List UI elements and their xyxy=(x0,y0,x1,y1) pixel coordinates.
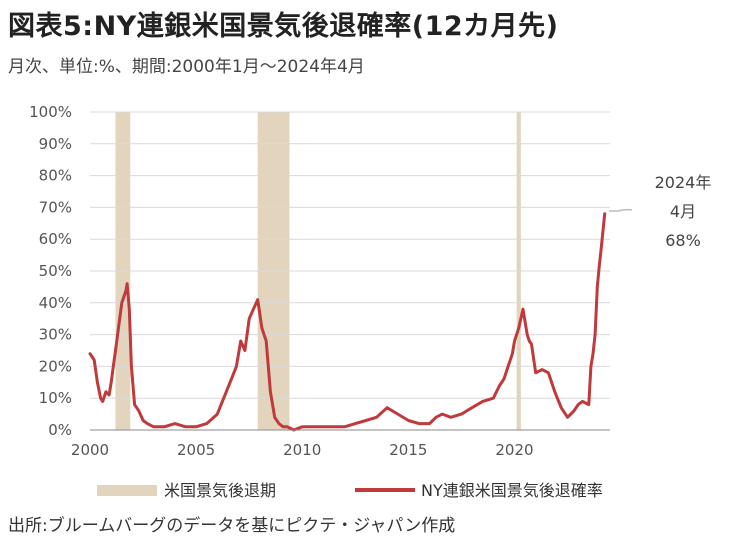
legend-line-label: NY連銀米国景気後退確率 xyxy=(421,481,603,500)
annotation-value: 68% xyxy=(665,231,701,250)
x-tick-label: 2010 xyxy=(283,441,321,459)
y-tick-label: 0% xyxy=(48,421,72,439)
chart-subtitle: 月次、単位:%、期間:2000年1月〜2024年4月 xyxy=(8,57,365,77)
y-tick-label: 50% xyxy=(39,262,72,280)
x-tick-label: 2015 xyxy=(389,441,427,459)
y-tick-label: 80% xyxy=(39,167,72,185)
y-tick-label: 20% xyxy=(39,357,72,375)
y-tick-label: 90% xyxy=(39,135,72,153)
annotation-leader xyxy=(609,208,633,212)
chart-title: 図表5:NY連銀米国景気後退確率(12カ月先) xyxy=(8,11,559,42)
source-note: 出所:ブルームバーグのデータを基にピクテ・ジャパン作成 xyxy=(8,516,456,536)
y-tick-label: 70% xyxy=(39,198,72,216)
x-tick-labels: 2000 2005 2010 2015 2020 xyxy=(71,441,534,459)
x-tick-label: 2005 xyxy=(177,441,215,459)
grid-lines xyxy=(90,111,610,399)
y-tick-label: 60% xyxy=(39,230,72,248)
annotation-month: 4月 xyxy=(670,202,696,221)
y-tick-label: 40% xyxy=(39,294,72,312)
y-tick-label: 30% xyxy=(39,326,72,344)
legend-recession-label: 米国景気後退期 xyxy=(164,481,276,500)
y-tick-label: 10% xyxy=(39,389,72,407)
series-line xyxy=(88,212,607,432)
x-tick-label: 2020 xyxy=(495,441,533,459)
series-lines xyxy=(88,212,607,432)
annotation-year: 2024年 xyxy=(655,173,712,192)
x-tick-label: 2000 xyxy=(71,441,109,459)
y-tick-label: 100% xyxy=(29,103,72,121)
legend-recession-swatch xyxy=(97,485,157,496)
y-tick-labels: 0% 10% 20% 30% 40% 50% 60% 70% 80% 90% 100% xyxy=(29,103,72,439)
